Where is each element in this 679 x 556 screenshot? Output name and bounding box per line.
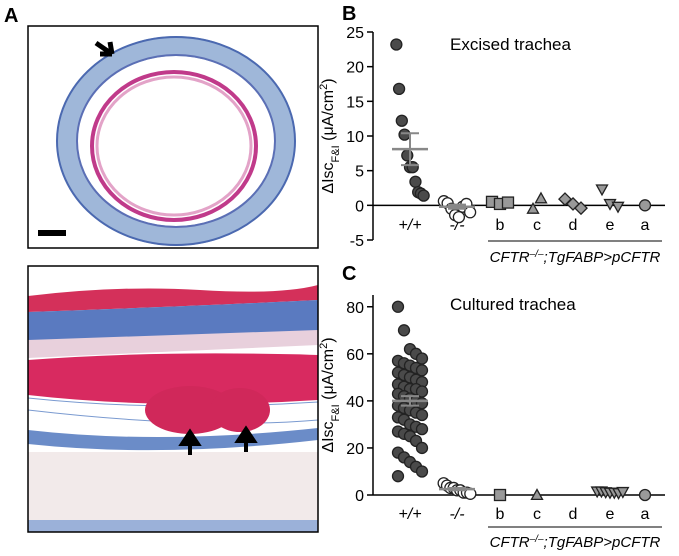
y-axis-label: ΔIscF&I (μA/cm2) <box>318 78 342 193</box>
x-tick-label: b <box>496 506 505 523</box>
point <box>391 470 405 483</box>
chart-title: Excised trachea <box>450 35 571 54</box>
y-tick-label: 25 <box>346 25 364 42</box>
error-bar <box>448 486 466 492</box>
point <box>595 184 609 197</box>
y-tick-label: -5 <box>350 233 364 250</box>
x-tick-label: -/- <box>449 506 464 523</box>
x-tick-label: +/+ <box>398 506 421 523</box>
x-tick-label: e <box>606 217 615 234</box>
point <box>415 465 429 478</box>
point <box>566 196 580 211</box>
y-label-part: ΔIsc <box>320 421 337 452</box>
y-tick-label: 0 <box>355 488 364 505</box>
point <box>611 201 625 214</box>
point <box>415 422 429 436</box>
point <box>395 114 408 127</box>
point <box>397 324 411 337</box>
y-tick-label: 0 <box>355 198 364 215</box>
y-label-part: F&I <box>330 404 342 421</box>
y-label-part: (μA/cm <box>320 90 337 145</box>
histology-top <box>27 25 319 249</box>
y-label-part: ) <box>320 337 337 342</box>
point <box>415 385 429 398</box>
point <box>398 128 411 141</box>
point <box>530 488 544 501</box>
group-label-part: ;TgFABP>pCFTR <box>544 249 661 266</box>
point <box>401 149 414 162</box>
x-tick-label: d <box>569 217 578 234</box>
point <box>452 210 466 224</box>
y-tick-label: 60 <box>346 347 364 364</box>
y-label-part: 2 <box>318 84 330 90</box>
point <box>616 486 630 499</box>
point <box>406 161 419 174</box>
x-tick-label: b <box>496 217 505 234</box>
y-tick-label: 20 <box>346 60 364 77</box>
group-label-part: ;TgFABP>pCFTR <box>544 534 661 551</box>
x-tick-label: c <box>533 506 541 523</box>
point <box>415 408 429 422</box>
group-label-part: CFTR <box>490 249 530 266</box>
point <box>415 352 429 365</box>
chart-title: Cultured trachea <box>450 295 576 314</box>
error-bar <box>448 203 466 210</box>
error-bar <box>401 395 419 407</box>
x-tick-label: c <box>533 217 541 234</box>
group-label: CFTR–/–;TgFABP>pCFTR <box>490 534 661 552</box>
y-label-part: F&I <box>330 145 342 162</box>
y-label-part: ΔIsc <box>320 162 337 193</box>
y-tick-label: 20 <box>346 441 364 458</box>
panel-letter: C <box>342 263 356 285</box>
x-tick-label: d <box>569 506 578 523</box>
point <box>638 199 652 212</box>
y-label-part: ) <box>320 78 337 83</box>
y-label-part: 2 <box>318 343 330 349</box>
point <box>638 488 652 502</box>
x-tick-label: e <box>606 506 615 523</box>
y-tick-label: 80 <box>346 300 364 317</box>
point <box>417 189 430 202</box>
point <box>392 82 406 96</box>
point <box>463 206 477 219</box>
point <box>574 201 588 216</box>
histology-bottom <box>27 265 319 533</box>
panel-letter: B <box>342 3 356 25</box>
point <box>501 196 515 209</box>
point <box>534 191 548 204</box>
point <box>558 192 572 207</box>
y-tick-label: 10 <box>346 129 364 146</box>
y-tick-label: 5 <box>355 164 364 181</box>
y-tick-label: 15 <box>346 94 364 111</box>
point <box>415 441 429 455</box>
y-label-part: (μA/cm <box>320 349 337 404</box>
panel-letter: A <box>4 5 18 27</box>
point <box>390 38 403 51</box>
group-label: CFTR–/–;TgFABP>pCFTR <box>490 249 661 267</box>
x-tick-label: a <box>641 506 650 523</box>
point <box>409 175 422 188</box>
error-bar <box>401 132 419 167</box>
y-axis-label: ΔIscF&I (μA/cm2) <box>318 337 342 452</box>
point <box>493 488 507 502</box>
group-label-part: –/– <box>529 534 544 545</box>
group-label-part: CFTR <box>490 534 530 551</box>
y-tick-label: 40 <box>346 394 364 411</box>
group-label-part: –/– <box>529 249 544 260</box>
point <box>526 201 540 214</box>
point <box>415 364 429 377</box>
point <box>391 300 405 313</box>
x-tick-label: +/+ <box>398 217 421 234</box>
x-tick-label: a <box>641 217 650 234</box>
